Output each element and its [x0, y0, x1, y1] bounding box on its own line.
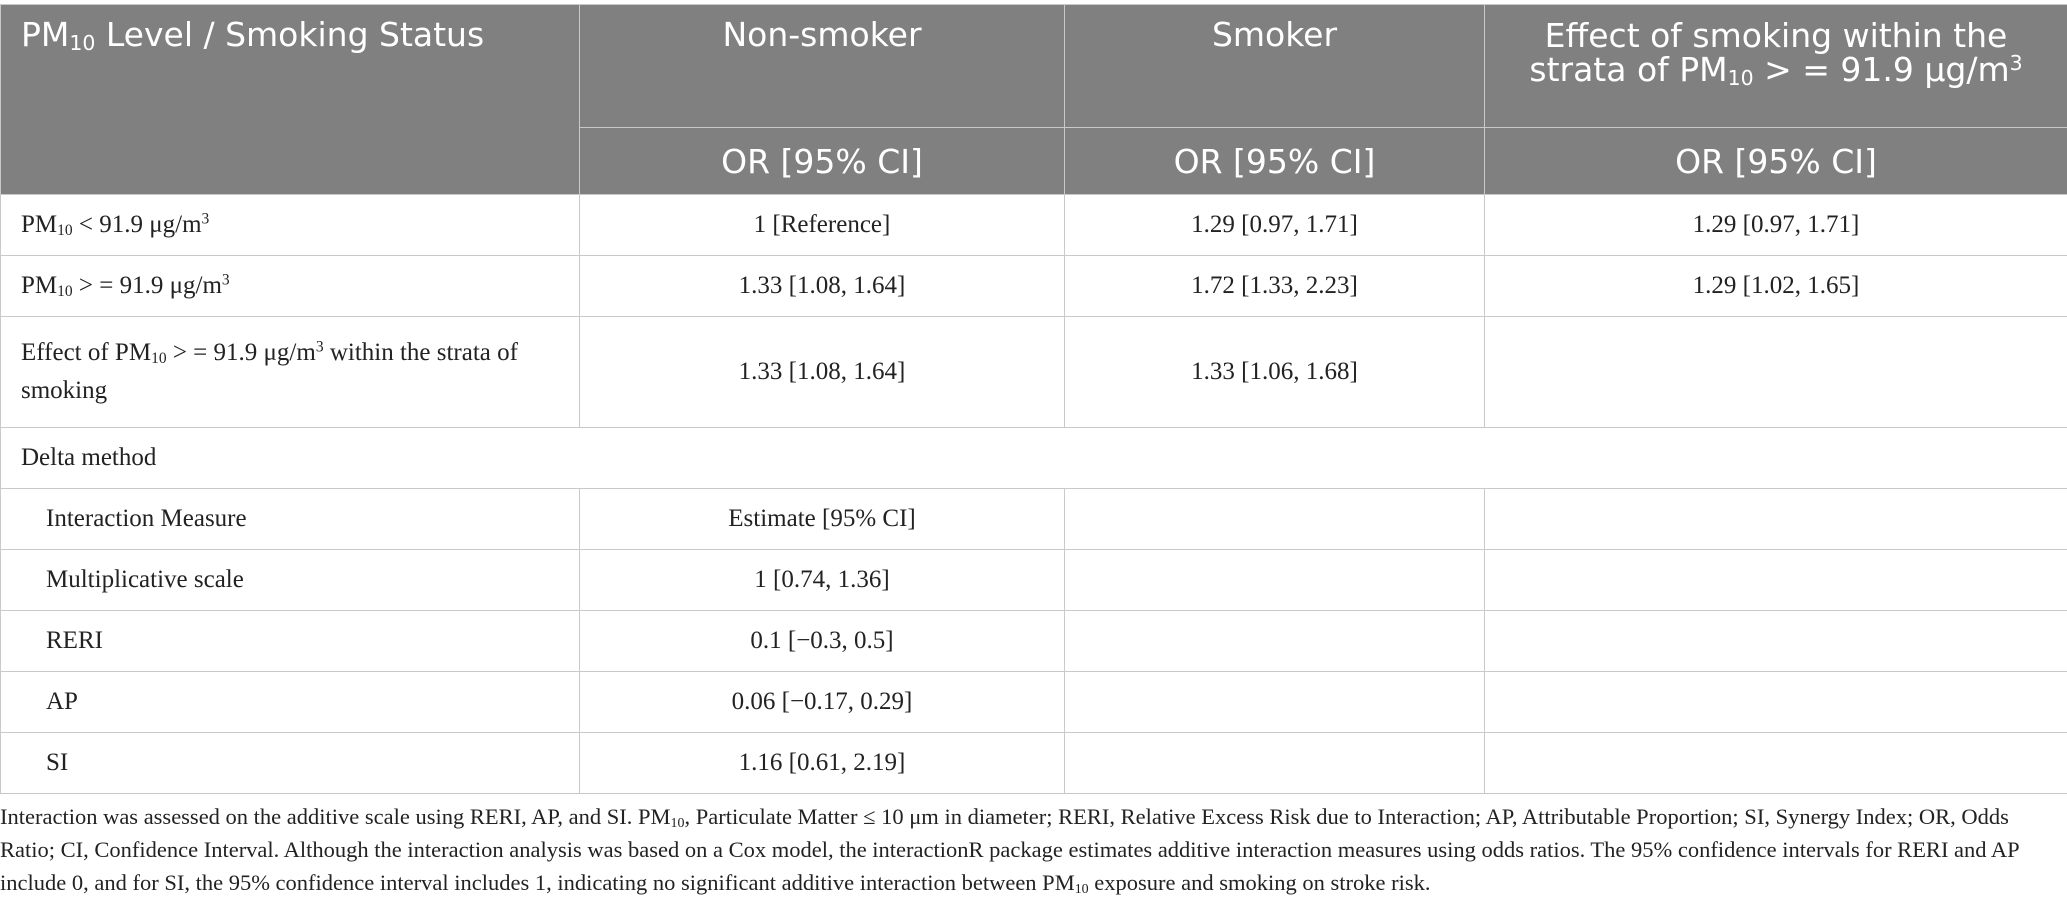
cell-empty	[1484, 732, 2067, 794]
cell-smoker: 1.33 [1.06, 1.68]	[1064, 316, 1485, 428]
cell-effect: 1.29 [0.97, 1.71]	[1484, 194, 2067, 256]
row-label: Effect of PM10 > = 91.9 μg/m3 within the…	[0, 316, 580, 428]
header-smoker: Smoker	[1064, 4, 1485, 128]
cell-empty	[1484, 671, 2067, 733]
cell-empty	[1064, 549, 1485, 611]
header-non-smoker: Non-smoker	[579, 4, 1065, 128]
header-effect-of-smoking: Effect of smoking within the strata of PM…	[1484, 4, 2067, 128]
cell-non-smoker: 1.33 [1.08, 1.64]	[579, 316, 1065, 428]
cell-effect: 1.29 [1.02, 1.65]	[1484, 255, 2067, 317]
table-row: Interaction Measure Estimate [95% CI]	[0, 488, 2067, 550]
results-table: PM10 Level / Smoking Status Non-smoker S…	[0, 4, 2067, 794]
header-pm-level-smoking-status: PM10 Level / Smoking Status	[0, 4, 580, 195]
cell-empty	[1064, 732, 1485, 794]
row-label: AP	[0, 671, 580, 733]
cell-estimate: 0.06 [−0.17, 0.29]	[579, 671, 1065, 733]
row-label: Interaction Measure	[0, 488, 580, 550]
table-row: SI 1.16 [0.61, 2.19]	[0, 732, 2067, 794]
table-row: Effect of PM10 > = 91.9 μg/m3 within the…	[0, 316, 2067, 428]
row-label: SI	[0, 732, 580, 794]
cell-empty	[1484, 549, 2067, 611]
subheader-or-ci: OR [95% CI]	[579, 127, 1065, 195]
cell-smoker: 1.72 [1.33, 2.23]	[1064, 255, 1485, 317]
cell-estimate: 1.16 [0.61, 2.19]	[579, 732, 1065, 794]
table-row: AP 0.06 [−0.17, 0.29]	[0, 671, 2067, 733]
row-label: RERI	[0, 610, 580, 672]
table-row: RERI 0.1 [−0.3, 0.5]	[0, 610, 2067, 672]
cell-empty	[1064, 610, 1485, 672]
cell-empty	[1484, 488, 2067, 550]
row-label: Multiplicative scale	[0, 549, 580, 611]
row-label: PM10 > = 91.9 μg/m3	[0, 255, 580, 317]
cell-estimate: 0.1 [−0.3, 0.5]	[579, 610, 1065, 672]
table-row: Delta method	[0, 427, 2067, 489]
table-footnote: Interaction was assessed on the additive…	[0, 804, 2019, 897]
cell-empty	[1484, 610, 2067, 672]
subheader-or-ci: OR [95% CI]	[1064, 127, 1485, 195]
cell-empty	[1064, 671, 1485, 733]
subheader-row: OR [95% CI] OR [95% CI] OR [95% CI]	[1, 127, 2067, 195]
table-row: Multiplicative scale 1 [0.74, 1.36]	[0, 549, 2067, 611]
cell-estimate: 1 [0.74, 1.36]	[579, 549, 1065, 611]
cell-effect	[1484, 316, 2067, 428]
cell-smoker: 1.29 [0.97, 1.71]	[1064, 194, 1485, 256]
section-label-delta-method: Delta method	[0, 427, 2067, 489]
cell-non-smoker: 1.33 [1.08, 1.64]	[579, 255, 1065, 317]
header-row: PM10 Level / Smoking Status Non-smoker S…	[0, 4, 2067, 195]
cell-estimate: Estimate [95% CI]	[579, 488, 1065, 550]
table-row: PM10 > = 91.9 μg/m3 1.33 [1.08, 1.64] 1.…	[0, 255, 2067, 317]
cell-empty	[1064, 488, 1485, 550]
cell-non-smoker: 1 [Reference]	[579, 194, 1065, 256]
subheader-or-ci: OR [95% CI]	[1484, 127, 2067, 195]
row-label: PM10 < 91.9 μg/m3	[0, 194, 580, 256]
table-row: PM10 < 91.9 μg/m3 1 [Reference] 1.29 [0.…	[0, 194, 2067, 256]
